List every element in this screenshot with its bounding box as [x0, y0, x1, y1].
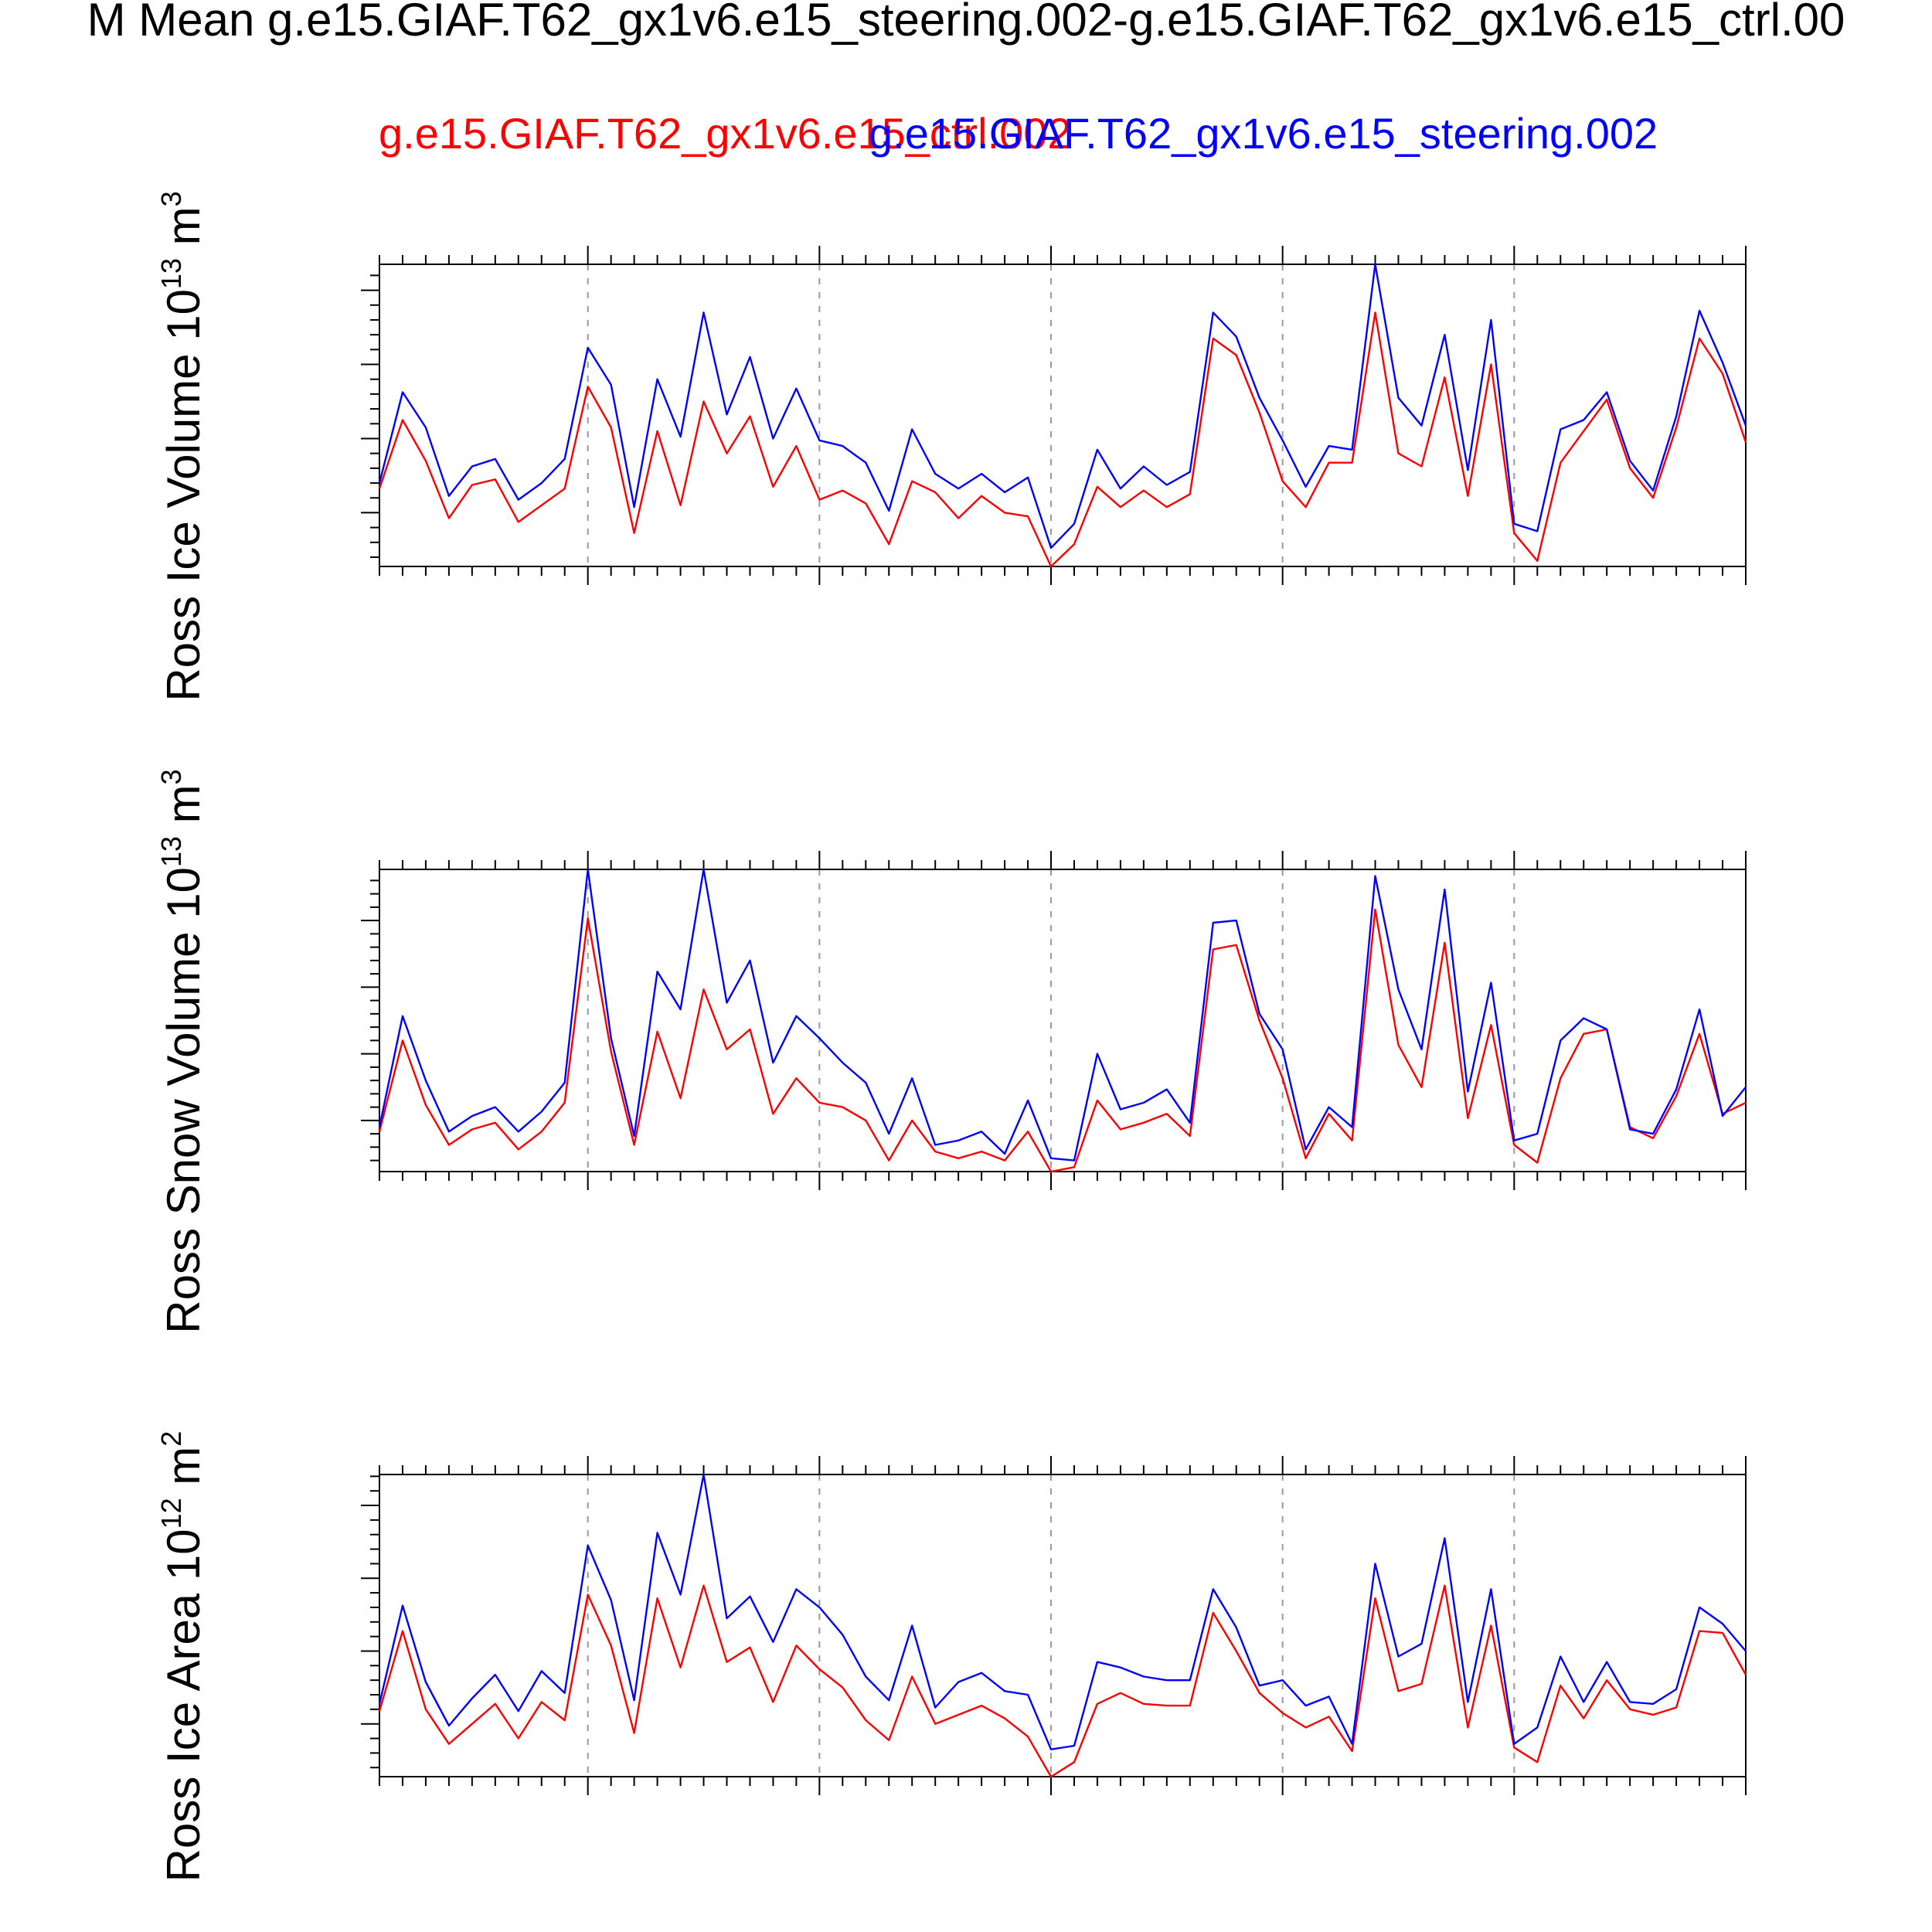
y-axis-title: Ross Snow Volume 1013 m3: [155, 769, 209, 1333]
main-title: M Mean g.e15.GIAF.T62_gx1v6.e15_steering…: [87, 0, 1845, 46]
series-line: [378, 311, 1747, 568]
series-line: [378, 1584, 1747, 1778]
panel-1: Ross Ice Volume 1013 m3: [155, 191, 1747, 702]
plot-frame: [379, 1474, 1747, 1777]
y-axis-title: Ross Ice Volume 1013 m3: [155, 191, 209, 701]
y-axis-title-part: 13: [155, 836, 187, 867]
y-axis-title-part: 3: [155, 191, 187, 206]
y-axis-title-part: 13: [155, 258, 187, 289]
y-axis-title-part: Ross Ice Area 10: [158, 1529, 209, 1882]
series-line: [378, 908, 1747, 1173]
y-axis-title-part: m: [158, 206, 209, 258]
panel-3: Ross Ice Area 1012 m2: [155, 1431, 1747, 1883]
plot-frame: [379, 869, 1747, 1172]
plot-frame: [379, 264, 1747, 567]
series-line: [378, 1473, 1747, 1750]
series-line: [378, 263, 1747, 549]
y-axis-title-part: 2: [155, 1431, 187, 1447]
legend-steering-label: g.e15.GIAF.T62_gx1v6.e15_steering.002: [869, 109, 1658, 158]
y-axis-title-part: 12: [155, 1498, 187, 1529]
y-axis-title-part: Ross Ice Volume 10: [158, 289, 209, 702]
y-axis-title-part: Ross Snow Volume 10: [158, 867, 209, 1334]
y-axis-title-part: m: [158, 1447, 209, 1498]
series-line: [378, 868, 1747, 1162]
legend-ctrl-label: g.e15.GIAF.T62_gx1v6.e15_ctrl.002: [379, 109, 1072, 158]
y-axis-title-part: m: [158, 784, 209, 836]
panel-2: Ross Snow Volume 1013 m3: [155, 769, 1747, 1334]
y-axis-title: Ross Ice Area 1012 m2: [155, 1431, 209, 1883]
y-axis-title-part: 3: [155, 769, 187, 784]
